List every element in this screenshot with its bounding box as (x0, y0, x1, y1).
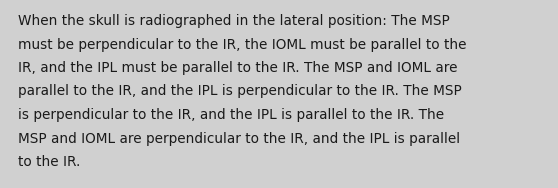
Text: to the IR.: to the IR. (18, 155, 80, 169)
Text: MSP and IOML are perpendicular to the IR, and the IPL is parallel: MSP and IOML are perpendicular to the IR… (18, 131, 460, 146)
Text: When the skull is radiographed in the lateral position: The MSP: When the skull is radiographed in the la… (18, 14, 450, 28)
Text: IR, and the IPL must be parallel to the IR. The MSP and IOML are: IR, and the IPL must be parallel to the … (18, 61, 458, 75)
Text: is perpendicular to the IR, and the IPL is parallel to the IR. The: is perpendicular to the IR, and the IPL … (18, 108, 444, 122)
Text: parallel to the IR, and the IPL is perpendicular to the IR. The MSP: parallel to the IR, and the IPL is perpe… (18, 84, 462, 99)
Text: must be perpendicular to the IR, the IOML must be parallel to the: must be perpendicular to the IR, the IOM… (18, 37, 466, 52)
